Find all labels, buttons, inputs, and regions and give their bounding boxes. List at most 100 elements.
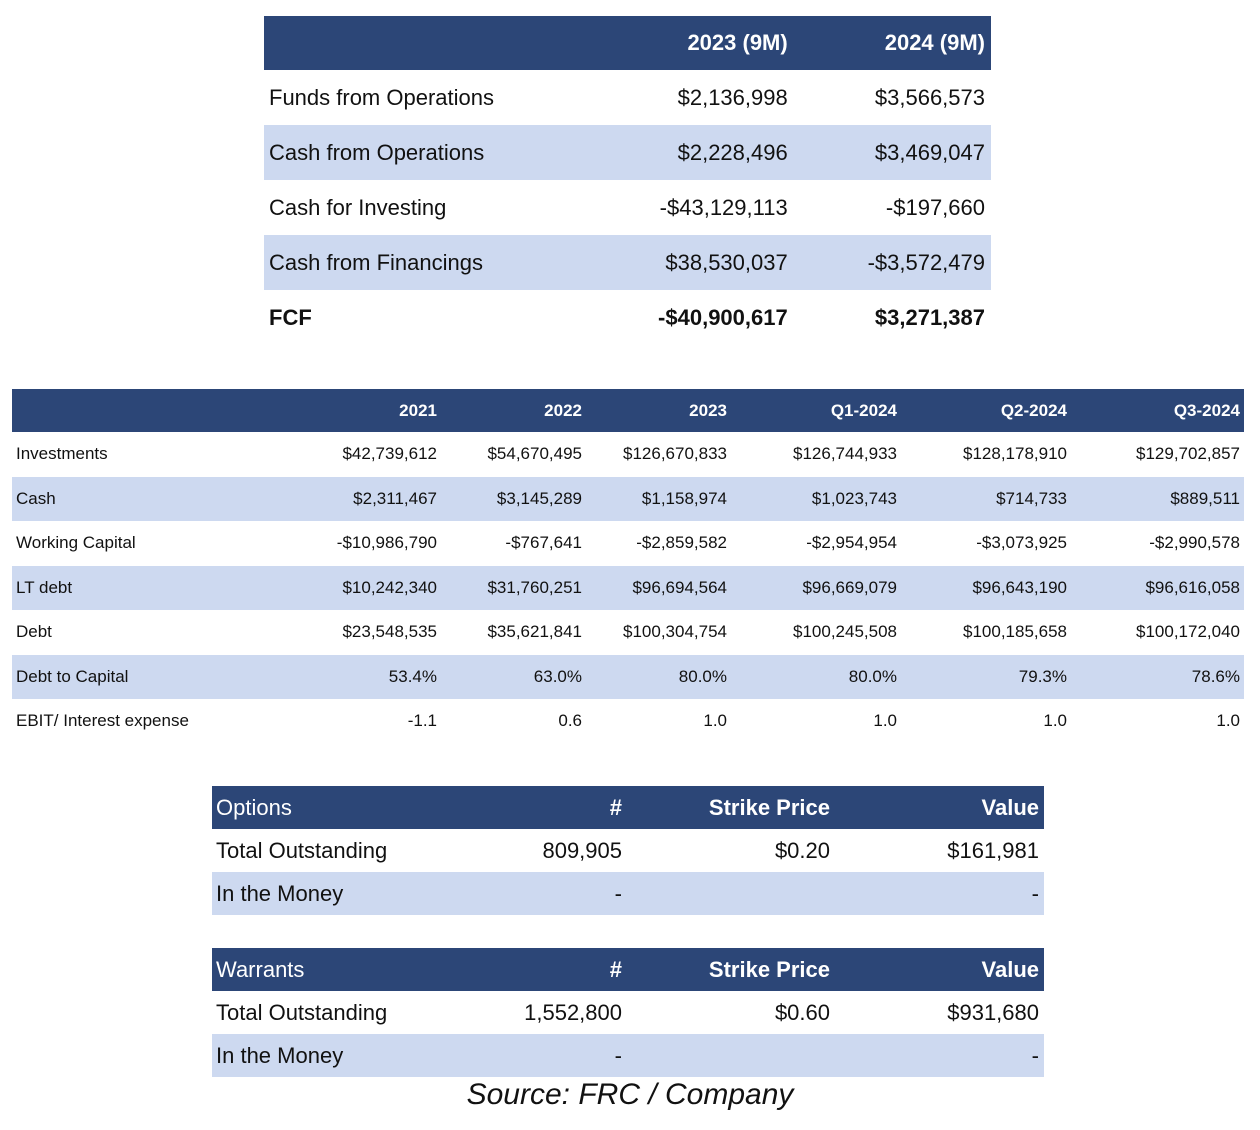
header-cell: 2023: [689, 400, 727, 420]
table-row-total: FCF -$40,900,617 $3,271,387: [264, 290, 991, 345]
header-cell: Strike Price: [708, 794, 830, 820]
header-cell: Strike Price: [708, 956, 830, 982]
table-cell: -$767,641: [505, 533, 582, 553]
table-row: Cash from Operations $2,228,496 $3,469,0…: [264, 125, 991, 180]
table-row: EBIT/ Interest expense -1.1 0.6 1.0 1.0 …: [12, 699, 1244, 744]
table-cell: $889,511: [1170, 488, 1240, 508]
table-cell: $96,694,564: [632, 577, 727, 597]
header-cell: 2024 (9M): [793, 16, 991, 70]
header-cell: 2021: [399, 400, 437, 420]
table-cell: $126,670,833: [623, 444, 727, 464]
header-cell: Value: [981, 794, 1039, 820]
row-label: FCF: [269, 304, 312, 330]
row-label: Total Outstanding: [216, 999, 388, 1025]
row-label: LT debt: [16, 577, 73, 597]
table-cell: $54,670,495: [487, 444, 582, 464]
warrants-table: Warrants # Strike Price Value Total Outs…: [212, 948, 1044, 1077]
table-cell: $96,643,190: [972, 577, 1067, 597]
table-cell: -1.1: [407, 711, 437, 731]
table-header-row: 2023 (9M) 2024 (9M): [264, 16, 991, 70]
balance-sheet-table: 2021 2022 2023 Q1-2024 Q2-2024 Q3-2024 I…: [12, 389, 1244, 744]
table-cell: $3,469,047: [793, 125, 991, 180]
table-cell: $2,136,998: [677, 84, 788, 110]
table-row: Funds from Operations $2,136,998 $3,566,…: [264, 70, 991, 125]
table-cell: 1.0: [703, 711, 727, 731]
table-cell: 79.3%: [1018, 666, 1067, 686]
cash-flow-table: 2023 (9M) 2024 (9M) Funds from Operation…: [264, 16, 991, 345]
table-cell: 80.0%: [848, 666, 897, 686]
row-label: Debt: [16, 622, 52, 642]
table-header-row: Warrants # Strike Price Value: [212, 948, 1044, 991]
table-cell: -$2,954,954: [806, 533, 897, 553]
header-cell: Q2-2024: [1000, 400, 1067, 420]
table-cell: -: [1031, 880, 1039, 906]
row-label: Working Capital: [16, 533, 136, 553]
row-label: Debt to Capital: [16, 666, 129, 686]
table-cell: -$197,660: [885, 194, 985, 220]
row-label: In the Money: [216, 1042, 344, 1068]
table-cell: $714,733: [996, 488, 1067, 508]
table-row: Cash from Financings $38,530,037 -$3,572…: [264, 235, 991, 290]
table-cell: $2,311,467: [353, 488, 437, 508]
table-row: In the Money - -: [212, 1034, 1044, 1077]
table-cell: $1,158,974: [641, 488, 727, 508]
table-cell: $96,669,079: [802, 577, 897, 597]
header-cell: Value: [981, 956, 1039, 982]
header-cell: [12, 389, 238, 432]
header-cell: #: [609, 794, 622, 820]
table-row: Cash $2,311,467 $3,145,289 $1,158,974 $1…: [12, 476, 1244, 521]
table-cell: -: [614, 880, 622, 906]
row-label: Cash for Investing: [269, 194, 447, 220]
table-cell: [627, 1034, 835, 1077]
table-cell: $3,145,289: [496, 488, 582, 508]
row-label: Cash: [16, 488, 56, 508]
table-row: Debt $23,548,535 $35,621,841 $100,304,75…: [12, 610, 1244, 655]
table-cell: $126,744,933: [793, 444, 897, 464]
table-cell: 1.0: [873, 711, 897, 731]
table-cell: 80.0%: [678, 666, 727, 686]
table-cell: $23,548,535: [342, 622, 437, 642]
table-cell: $3,271,387: [874, 304, 985, 330]
table-cell: $129,702,857: [1136, 444, 1240, 464]
table-cell: -$2,859,582: [636, 533, 727, 553]
table-cell: -: [1031, 1042, 1039, 1068]
source-note: Source: FRC / Company: [466, 1078, 794, 1111]
table-cell: 63.0%: [533, 666, 582, 686]
table-cell: 53.4%: [388, 666, 437, 686]
table-cell: $0.20: [774, 837, 830, 863]
table-cell: $161,981: [947, 837, 1039, 863]
header-cell: Q1-2024: [830, 400, 897, 420]
table-cell: $42,739,612: [342, 444, 437, 464]
row-label: Cash from Operations: [264, 125, 596, 180]
row-label: Funds from Operations: [269, 84, 494, 110]
table-cell: -$43,129,113: [659, 194, 788, 220]
table-cell: -$40,900,617: [658, 304, 788, 330]
table-cell: 1.0: [1043, 711, 1067, 731]
table-cell: $38,530,037: [595, 235, 794, 290]
table-row: In the Money - -: [212, 872, 1044, 915]
table-cell: $0.60: [774, 999, 830, 1025]
row-label: In the Money: [216, 880, 344, 906]
table-cell: -$10,986,790: [336, 533, 437, 553]
table-cell: $100,185,658: [963, 622, 1067, 642]
table-cell: [627, 872, 835, 915]
table-cell: -$3,572,479: [793, 235, 991, 290]
row-label: EBIT/ Interest expense: [16, 711, 189, 731]
table-cell: -: [614, 1042, 622, 1068]
table-cell: -$3,073,925: [976, 533, 1067, 553]
table-cell: 1.0: [1216, 711, 1240, 731]
table-cell: $931,680: [947, 999, 1039, 1025]
table-row: LT debt $10,242,340 $31,760,251 $96,694,…: [12, 565, 1244, 610]
header-cell: #: [609, 956, 622, 982]
table-row: Debt to Capital 53.4% 63.0% 80.0% 80.0% …: [12, 654, 1244, 699]
options-table: Options # Strike Price Value Total Outst…: [212, 786, 1044, 915]
table-cell: $100,245,508: [793, 622, 897, 642]
table-cell: $128,178,910: [963, 444, 1067, 464]
table-cell: 809,905: [542, 837, 622, 863]
header-cell: 2022: [544, 400, 582, 420]
table-row: Total Outstanding 1,552,800 $0.60 $931,6…: [212, 991, 1044, 1034]
table-cell: $10,242,340: [342, 577, 437, 597]
table-cell: $1,023,743: [811, 488, 897, 508]
table-row: Total Outstanding 809,905 $0.20 $161,981: [212, 829, 1044, 872]
table-cell: 78.6%: [1191, 666, 1240, 686]
